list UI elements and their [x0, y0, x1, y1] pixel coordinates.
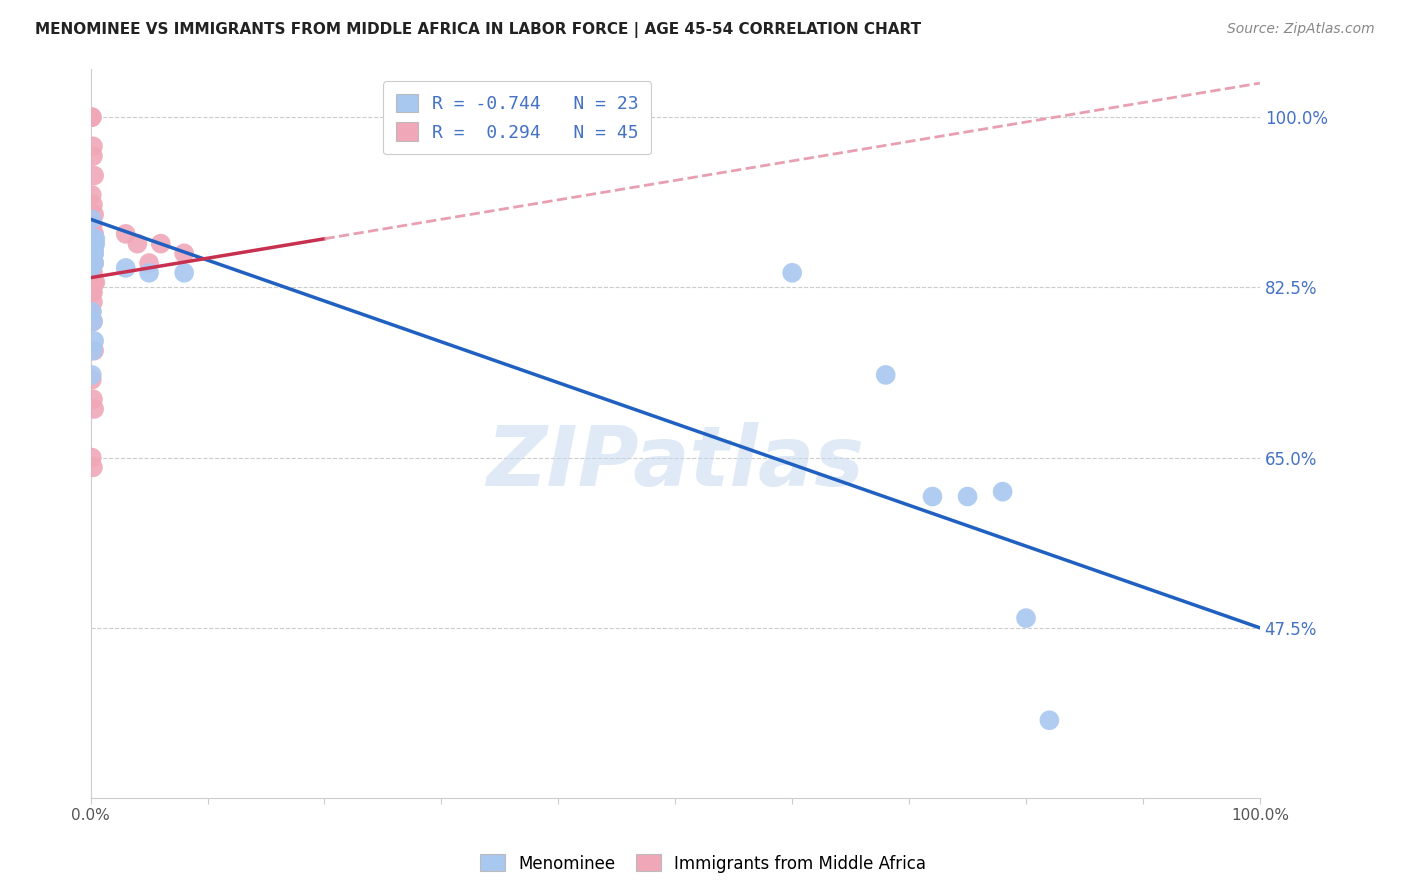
Point [149, 236, 172, 251]
Point [83, 227, 105, 241]
Point [80, 256, 103, 270]
Point [82, 295, 104, 310]
Point [780, 266, 803, 280]
Point [82, 256, 104, 270]
Point [114, 260, 136, 275]
Point [956, 490, 979, 504]
Point [83, 207, 105, 221]
Point [83, 401, 105, 416]
Point [82, 392, 104, 407]
Point [80, 266, 103, 280]
Point [83, 343, 105, 358]
Point [80, 266, 103, 280]
Point [82, 314, 104, 328]
Point [83, 256, 105, 270]
Point [84, 232, 107, 246]
Point [82, 217, 104, 231]
Point [127, 236, 149, 251]
Point [83, 334, 105, 348]
Point [82, 149, 104, 163]
Point [82, 232, 104, 246]
Point [83, 256, 105, 270]
Point [83, 236, 105, 251]
Point [83, 246, 105, 260]
Text: ZIPatlas: ZIPatlas [486, 422, 865, 503]
Point [80, 304, 103, 318]
Point [82, 197, 104, 211]
Point [80, 217, 103, 231]
Point [80, 368, 103, 382]
Point [80, 188, 103, 202]
Point [80, 110, 103, 124]
Point [82, 276, 104, 290]
Point [80, 285, 103, 300]
Point [80, 450, 103, 465]
Point [82, 227, 104, 241]
Point [82, 246, 104, 260]
Point [82, 139, 104, 153]
Point [82, 266, 104, 280]
Point [80, 246, 103, 260]
Point [83, 169, 105, 183]
Point [80, 212, 103, 227]
Point [82, 314, 104, 328]
Point [114, 227, 136, 241]
Text: Source: ZipAtlas.com: Source: ZipAtlas.com [1227, 22, 1375, 37]
Point [83, 242, 105, 256]
Point [83, 276, 105, 290]
Point [80, 285, 103, 300]
Point [84, 236, 107, 251]
Point [82, 460, 104, 475]
Point [83, 246, 105, 260]
Point [84, 276, 107, 290]
Point [138, 256, 160, 270]
Point [80, 236, 103, 251]
Point [80, 260, 103, 275]
Legend: R = -0.744   N = 23, R =  0.294   N = 45: R = -0.744 N = 23, R = 0.294 N = 45 [384, 81, 651, 154]
Point [138, 266, 160, 280]
Point [173, 246, 195, 260]
Point [82, 242, 104, 256]
Point [1015, 611, 1038, 625]
Point [82, 236, 104, 251]
Point [80, 246, 103, 260]
Point [82, 246, 104, 260]
Point [80, 227, 103, 241]
Text: MENOMINEE VS IMMIGRANTS FROM MIDDLE AFRICA IN LABOR FORCE | AGE 45-54 CORRELATIO: MENOMINEE VS IMMIGRANTS FROM MIDDLE AFRI… [35, 22, 921, 38]
Point [82, 251, 104, 265]
Point [875, 368, 897, 382]
Point [80, 304, 103, 318]
Point [173, 266, 195, 280]
Point [82, 285, 104, 300]
Point [80, 373, 103, 387]
Point [82, 343, 104, 358]
Point [80, 110, 103, 124]
Point [83, 236, 105, 251]
Point [991, 484, 1014, 499]
Point [921, 490, 943, 504]
Point [1038, 713, 1060, 727]
Legend: Menominee, Immigrants from Middle Africa: Menominee, Immigrants from Middle Africa [474, 847, 932, 880]
Point [82, 251, 104, 265]
